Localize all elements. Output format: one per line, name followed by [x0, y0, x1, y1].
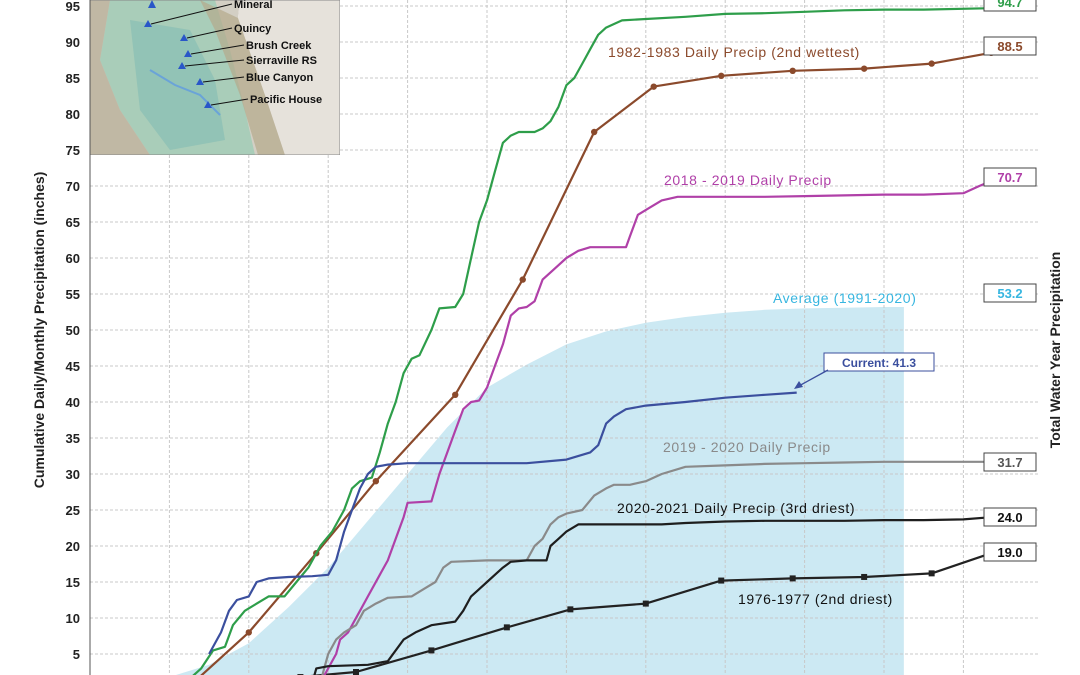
station-leader — [202, 76, 245, 83]
map-land-east — [238, 0, 340, 155]
current-arrow-head — [794, 381, 803, 389]
y-tick-label: 80 — [66, 107, 80, 122]
station-label: Mineral — [234, 0, 273, 11]
data-point — [372, 478, 380, 485]
series-line — [321, 460, 992, 675]
station-marker — [184, 50, 192, 57]
data-point — [650, 83, 657, 90]
series-line — [310, 552, 992, 675]
y-tick-label: 70 — [66, 179, 80, 194]
y-tick-label: 55 — [66, 287, 80, 302]
station-label: Quincy — [234, 23, 272, 35]
end-label-wettest: 94.7 — [997, 0, 1022, 10]
y-tick-label: 15 — [66, 575, 80, 590]
series-label-1982-1983: 1982-1983 Daily Precip (2nd wettest) — [608, 44, 860, 60]
data-point — [718, 72, 725, 80]
data-point — [428, 647, 435, 654]
series-line — [208, 391, 797, 655]
data-point — [861, 573, 868, 580]
y-tick-label: 10 — [66, 611, 80, 626]
data-point — [789, 67, 796, 75]
y-tick-label: 50 — [66, 323, 80, 338]
end-label-2018-2019: 70.7 — [997, 170, 1022, 185]
data-point — [352, 669, 359, 675]
station-leader — [210, 98, 249, 106]
series-label-2018-2019: 2018 - 2019 Daily Precip — [664, 172, 832, 188]
end-label-1982-1983-box — [983, 36, 1037, 56]
data-point — [642, 600, 649, 607]
data-point — [245, 629, 252, 636]
y-tick-label: 90 — [66, 35, 80, 50]
end-label-2019-2020: 31.7 — [997, 455, 1022, 470]
station-marker — [196, 78, 204, 85]
end-label-2020-2021: 24.0 — [997, 510, 1022, 525]
data-point — [718, 577, 725, 584]
data-point — [567, 606, 574, 613]
y-tick-label: 95 — [66, 0, 80, 14]
station-map: Mineral Quincy Brush Creek Sierraville RS Bl… — [90, 0, 340, 155]
series-labels: 94.7 88.5 70.7 53.2 31.7 24.0 19.0 1982-1983 Da… — [608, 0, 1037, 607]
station-marker — [180, 34, 188, 41]
y-axis-title-right: Total Water Year Precipitation — [1047, 252, 1063, 449]
station-leader — [184, 59, 245, 67]
station-marker — [204, 101, 212, 108]
y-tick-label: 40 — [66, 395, 80, 410]
station-label: Sierraville RS — [246, 55, 317, 67]
station-label: Pacific House — [250, 94, 322, 106]
data-point — [928, 60, 935, 67]
series-line — [192, 7, 992, 675]
end-label-average: 53.2 — [997, 286, 1022, 301]
data-point — [928, 570, 935, 577]
y-tick-label: 35 — [66, 431, 80, 446]
map-inset: Mineral Quincy Brush Creek Sierraville RS Bl… — [90, 0, 340, 155]
station-label: Brush Creek — [246, 40, 312, 52]
y-tick-label: 45 — [66, 359, 80, 374]
y-tick-label: 60 — [66, 251, 80, 266]
current-label: Current: 41.3 — [842, 356, 916, 370]
end-label-1982-1983: 88.5 — [997, 39, 1022, 54]
current-label-box — [823, 352, 935, 372]
end-label-2020-2021-box — [983, 507, 1037, 527]
data-point — [590, 128, 598, 136]
end-label-1976-1977: 19.0 — [997, 545, 1022, 560]
series-line — [313, 516, 992, 675]
station-label: Blue Canyon — [246, 72, 314, 84]
y-tick-label: 75 — [66, 143, 80, 158]
data-point — [452, 391, 459, 398]
end-label-1976-1977-box — [983, 542, 1037, 562]
y-axis-ticks: 5 10 15 20 25 30 35 40 45 50 55 60 65 70 75 80 85 90 95 — [66, 0, 80, 662]
y-tick-label: 5 — [73, 647, 80, 662]
y-tick-label: 65 — [66, 215, 80, 230]
station-marker — [178, 62, 186, 69]
station-leader — [150, 3, 233, 25]
series-label-1976-1977: 1976-1977 (2nd driest) — [738, 591, 893, 607]
end-label-2018-2019-box — [983, 167, 1037, 187]
data-point — [789, 575, 796, 582]
station-marker — [144, 20, 152, 27]
station-leader — [190, 44, 245, 55]
end-label-wettest-box — [983, 0, 1037, 12]
end-label-2019-2020-box — [983, 452, 1037, 472]
data-point — [519, 276, 526, 283]
y-tick-label: 85 — [66, 71, 80, 86]
y-tick-label: 30 — [66, 467, 80, 482]
y-tick-label: 25 — [66, 503, 80, 518]
station-marker-extra — [148, 0, 156, 8]
station-leader — [186, 27, 233, 39]
data-point — [503, 624, 510, 631]
series-label-2020-2021: 2020-2021 Daily Precip (3rd driest) — [617, 500, 855, 516]
series-lines — [192, 7, 995, 675]
series-label-2019-2020: 2019 - 2020 Daily Precip — [663, 439, 831, 455]
current-arrow-line — [796, 369, 829, 388]
y-tick-label: 20 — [66, 539, 80, 554]
series-label-average: Average (1991-2020) — [773, 290, 916, 306]
y-axis-title: Cumulative Daily/Monthly Precipitation (… — [31, 172, 47, 489]
data-point — [860, 65, 868, 72]
map-coast-range — [90, 0, 150, 155]
series-line — [323, 179, 992, 675]
end-label-average-box — [983, 283, 1037, 303]
